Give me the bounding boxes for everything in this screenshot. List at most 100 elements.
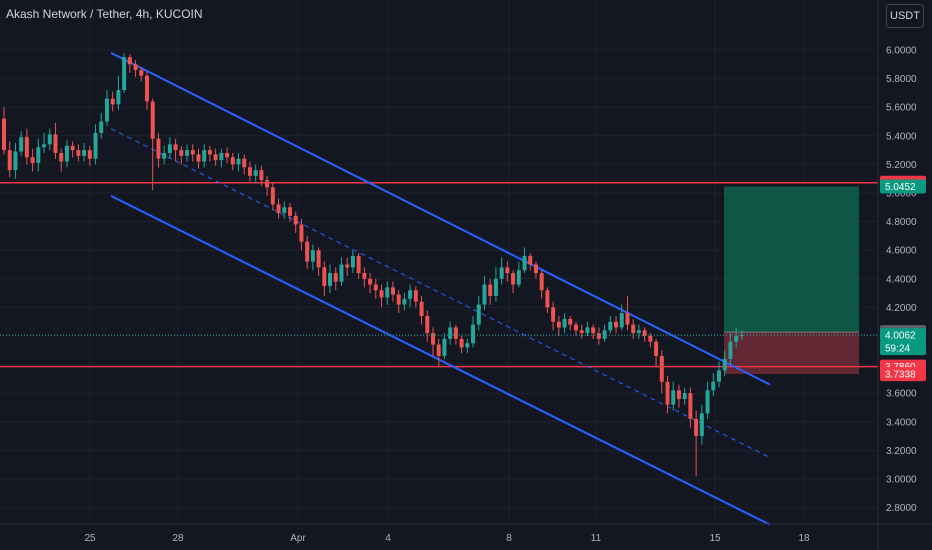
price-label-text: 5.0452 — [885, 182, 916, 193]
stop-loss-zone — [724, 332, 859, 375]
candle-body — [648, 336, 653, 342]
x-axis: 25 28 Apr 4 8 11 15 18 — [84, 533, 810, 544]
channel-upper-line — [110, 51, 771, 386]
candle-body — [150, 101, 155, 139]
candle-body — [253, 170, 258, 176]
candle-body — [465, 343, 470, 348]
candle-body — [636, 330, 641, 334]
candle-body — [505, 267, 510, 274]
candle-body — [167, 144, 172, 153]
price-label-text: 4.0062 — [885, 331, 916, 342]
candle-body — [99, 121, 104, 133]
candle-body — [173, 144, 178, 151]
price-label-badge — [880, 179, 926, 194]
candle-body — [7, 150, 12, 171]
candle-body — [265, 180, 270, 188]
candle-body — [82, 150, 87, 156]
candle-body — [728, 341, 733, 359]
candle-body — [282, 207, 287, 214]
candle-body — [556, 321, 561, 328]
candle-body — [551, 307, 556, 322]
x-tick-label: 4 — [385, 533, 391, 544]
candle-body — [499, 267, 504, 279]
y-tick-label: 4.2000 — [886, 303, 917, 314]
candle-body — [665, 381, 670, 405]
candle-body — [585, 327, 590, 334]
y-tick-label: 5.6000 — [886, 103, 917, 114]
candle-body — [2, 118, 6, 151]
candle-body — [533, 264, 538, 274]
candle-body — [225, 152, 230, 158]
y-tick-label: 4.6000 — [886, 246, 917, 257]
candle-body — [471, 324, 476, 344]
candle-body — [631, 324, 636, 334]
candle-body — [402, 298, 407, 305]
candle-body — [442, 338, 447, 357]
y-tick-label: 5.8000 — [886, 74, 917, 85]
candle-body — [42, 144, 47, 148]
candle-body — [608, 321, 613, 331]
candle-body — [682, 393, 687, 399]
candle-body — [133, 64, 138, 71]
candle-body — [688, 393, 693, 419]
candle-body — [482, 284, 487, 305]
currency-unit-button[interactable]: USDT — [886, 4, 924, 28]
candle-body — [196, 154, 201, 162]
position-zones — [724, 186, 859, 375]
y-tick-label: 5.0000 — [886, 189, 917, 200]
candle-body — [596, 333, 601, 339]
candle-body — [717, 370, 721, 382]
x-tick-label: 8 — [506, 533, 512, 544]
candle-body — [362, 273, 367, 279]
candle-body — [190, 150, 195, 155]
candle-body — [339, 264, 344, 282]
candle-body — [230, 157, 235, 165]
candle-body — [711, 381, 716, 391]
candle-body — [511, 273, 516, 285]
candle-body — [699, 413, 704, 437]
candle-body — [93, 132, 98, 159]
x-tick-label: Apr — [290, 533, 306, 544]
candle-body — [453, 327, 458, 339]
candle-body — [694, 418, 699, 437]
candle-body — [574, 324, 578, 331]
candle-body — [139, 70, 144, 76]
candle-body — [156, 138, 161, 159]
y-tick-label: 5.2000 — [886, 160, 917, 171]
candle-body — [288, 207, 292, 216]
candle-body — [562, 318, 567, 328]
candle-body — [408, 290, 413, 299]
candle-body — [30, 157, 35, 163]
candle-body — [390, 287, 395, 295]
candle-body — [19, 137, 24, 152]
y-tick-label: 3.0000 — [886, 475, 917, 486]
candle-body — [659, 356, 664, 382]
candle-body — [619, 313, 624, 328]
candle-body — [185, 150, 190, 156]
candle-body — [87, 150, 92, 159]
x-tick-label: 18 — [798, 533, 810, 544]
candle-body — [614, 321, 619, 328]
candle-body — [70, 145, 75, 151]
y-tick-label: 5.4000 — [886, 131, 917, 142]
candle-body — [579, 330, 584, 334]
candle-body — [396, 294, 401, 305]
channel-lower-line — [110, 194, 771, 526]
candle-body — [368, 278, 373, 285]
price-label-badge — [880, 328, 926, 343]
take-profit-zone — [724, 186, 859, 333]
candle-body — [676, 390, 681, 399]
x-tick-label: 11 — [591, 533, 602, 544]
candle-body — [379, 290, 384, 298]
candle-body — [602, 330, 607, 339]
candle-body — [425, 315, 430, 334]
candle-body — [568, 318, 573, 325]
candle-body — [202, 150, 207, 162]
candle-body — [47, 134, 52, 145]
candle-body — [488, 284, 493, 296]
candle-body — [59, 152, 64, 162]
candle-body — [539, 273, 544, 291]
candle-body — [53, 134, 58, 153]
candle-body — [242, 158, 247, 168]
